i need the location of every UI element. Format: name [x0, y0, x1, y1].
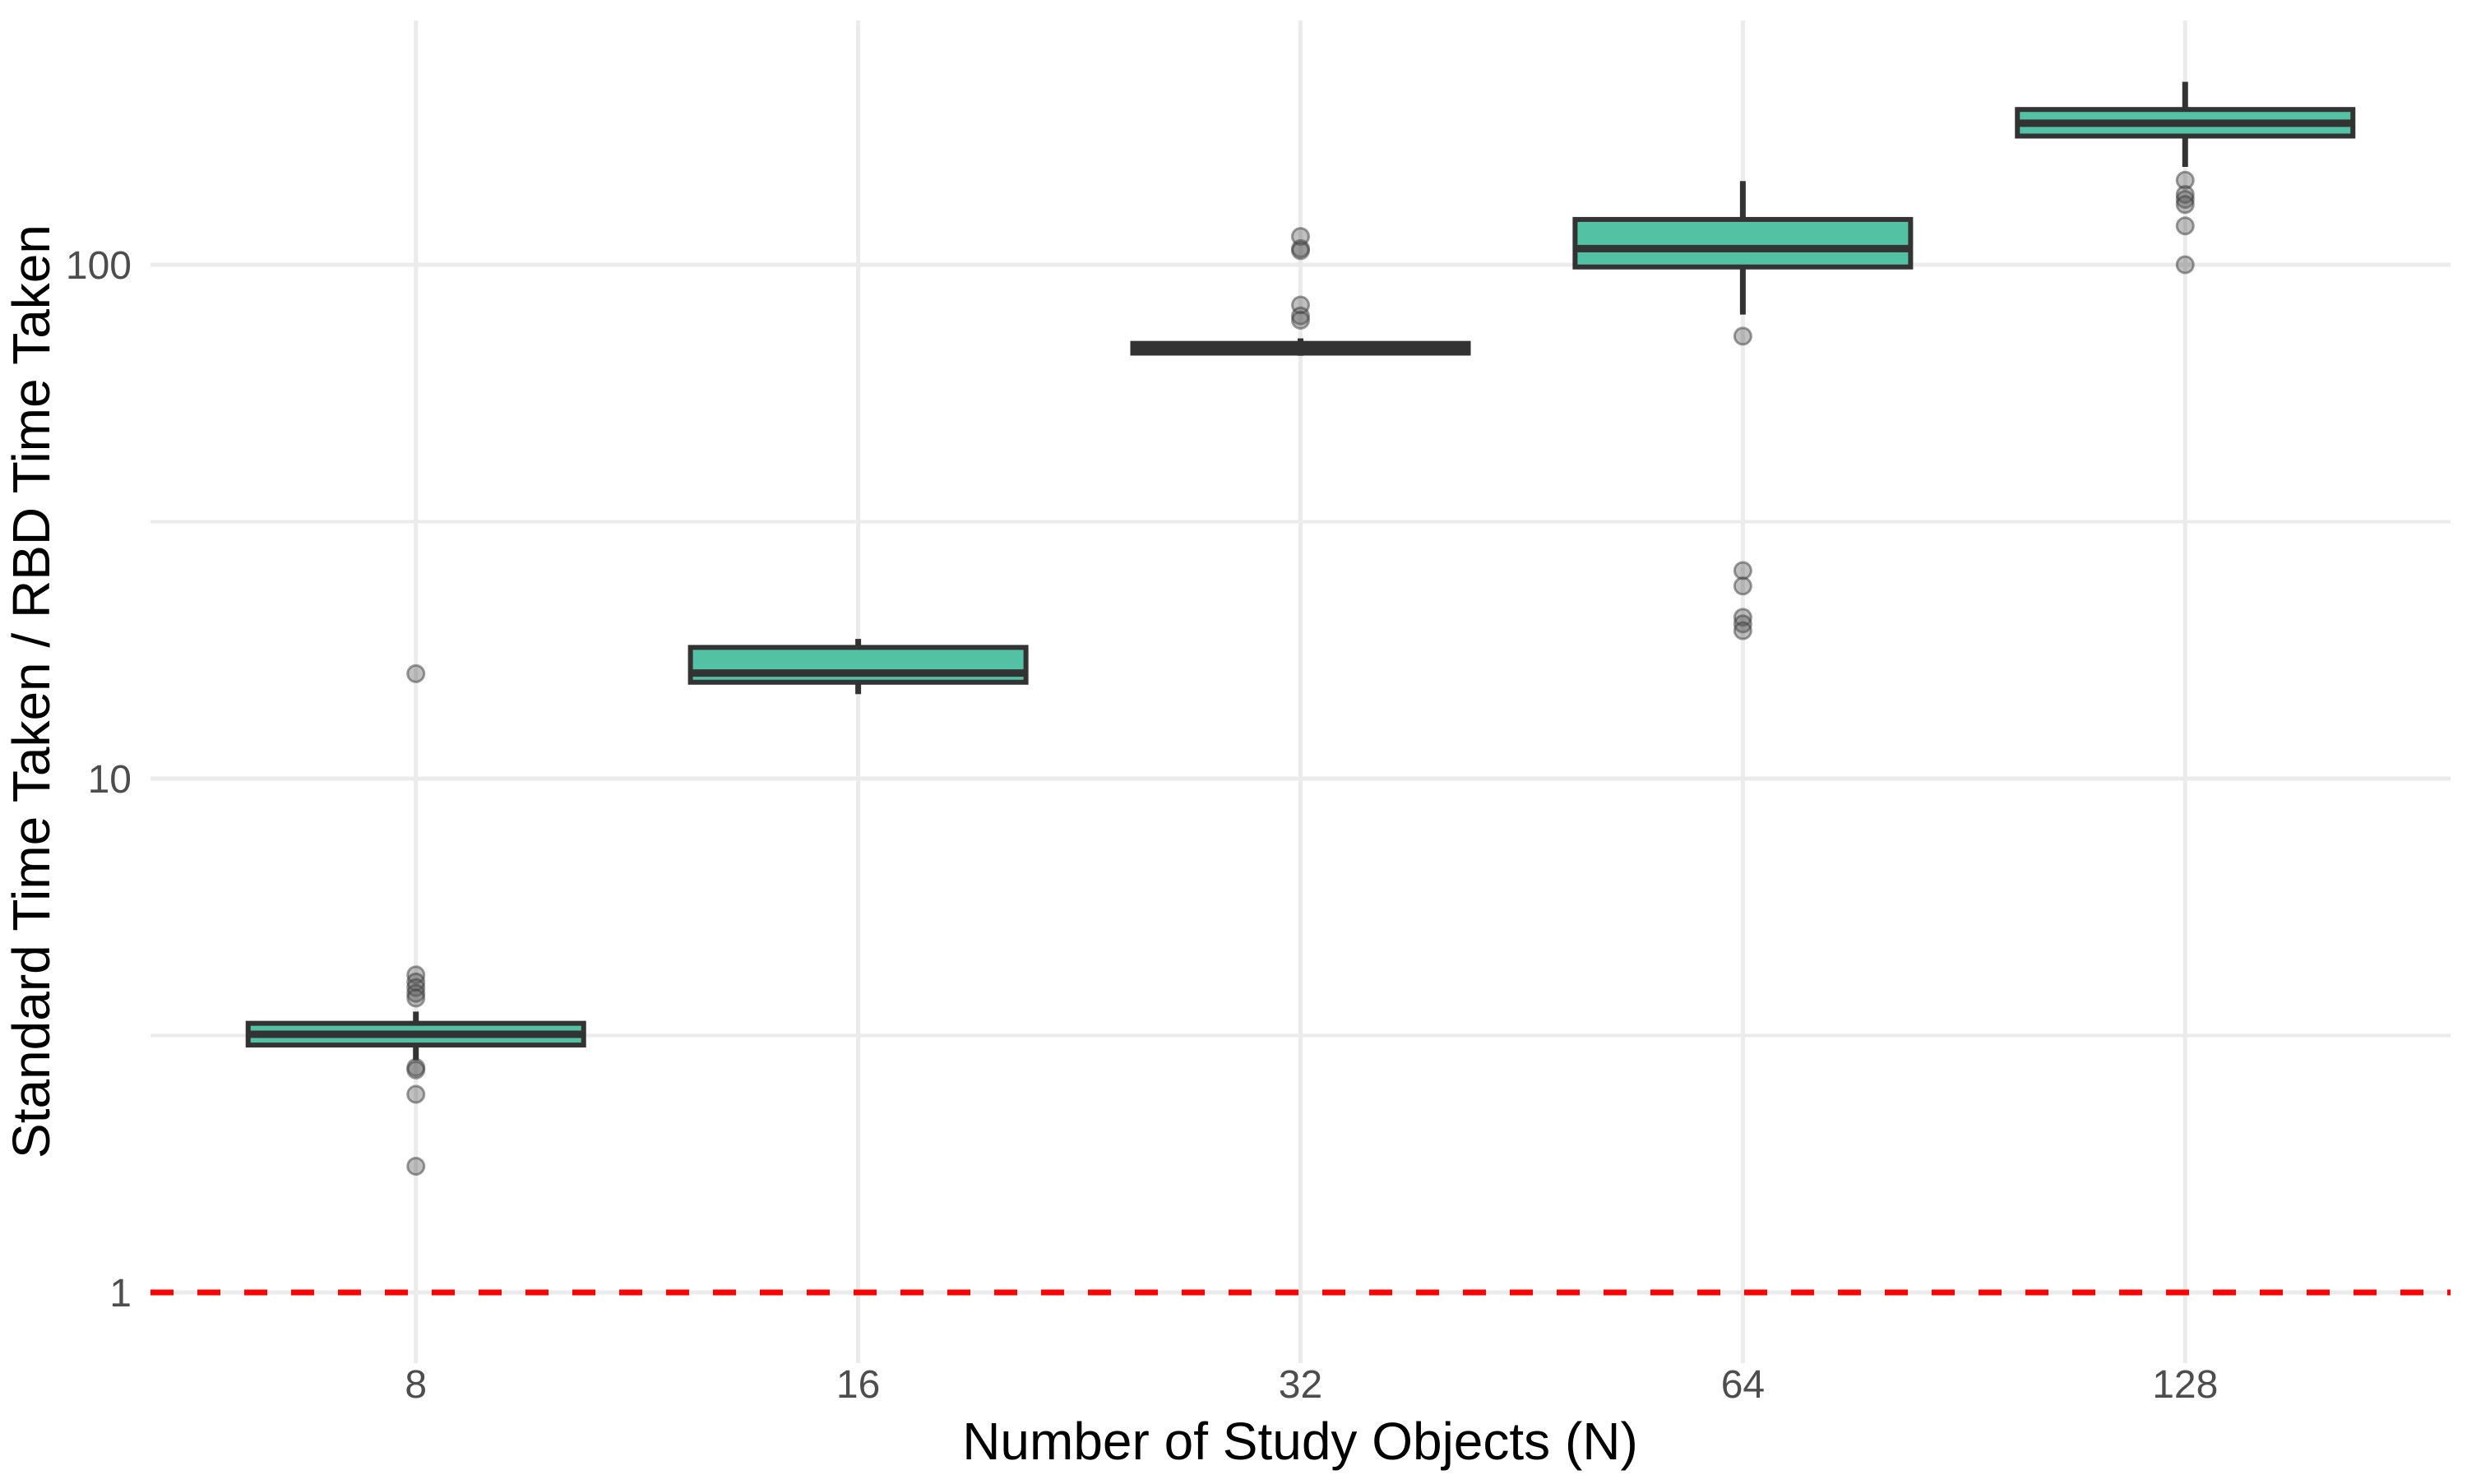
outlier-layer: [406, 170, 2195, 1177]
outlier-point: [406, 663, 426, 683]
x-tick-label: 64: [1721, 1363, 1765, 1407]
outlier-point: [1733, 561, 1752, 580]
x-tick-label: 8: [405, 1363, 427, 1407]
outlier-point: [2175, 195, 2195, 215]
outlier-point: [1291, 310, 1310, 330]
boxplot-group-n64: [1572, 181, 1914, 315]
x-tick-label: 16: [836, 1363, 880, 1407]
grid-layer: [150, 21, 2451, 1363]
outlier-point: [406, 988, 426, 1008]
outlier-point: [406, 983, 426, 1003]
outlier-point: [406, 1084, 426, 1104]
y-axis-title: Standard Time Taken / RBD Time Taken: [2, 224, 61, 1158]
boxplot-group-n8: [245, 1011, 586, 1061]
outlier-point: [1733, 608, 1752, 627]
outlier-point: [2175, 190, 2195, 210]
outlier-point: [406, 1157, 426, 1177]
outlier-point: [1733, 614, 1752, 634]
y-tick-label: 100: [66, 244, 132, 288]
y-tick-label: 10: [88, 758, 132, 802]
outlier-point: [1291, 241, 1310, 261]
box-iqr: [1572, 216, 1914, 270]
box-iqr: [687, 645, 1029, 685]
x-tick-label: 128: [2152, 1363, 2218, 1407]
outlier-point: [2175, 255, 2195, 275]
y-tick-label: 1: [109, 1272, 132, 1315]
boxplot-layer: [245, 81, 2356, 1061]
axis-label-layer: 1 10 100 8 16 32 64 128: [66, 244, 2218, 1407]
x-axis-title: Number of Study Objects (N): [962, 1412, 1638, 1471]
outlier-point: [1733, 621, 1752, 640]
outlier-point: [1733, 576, 1752, 596]
outlier-point: [406, 1060, 426, 1079]
outlier-point: [1733, 326, 1752, 346]
x-tick-label: 32: [1279, 1363, 1322, 1407]
boxplot-group-n128: [2015, 81, 2356, 168]
outlier-point: [2175, 170, 2195, 190]
boxplot-group-n32: [1130, 338, 1471, 356]
boxplot-group-n16: [687, 639, 1029, 695]
outlier-point: [2175, 216, 2195, 236]
